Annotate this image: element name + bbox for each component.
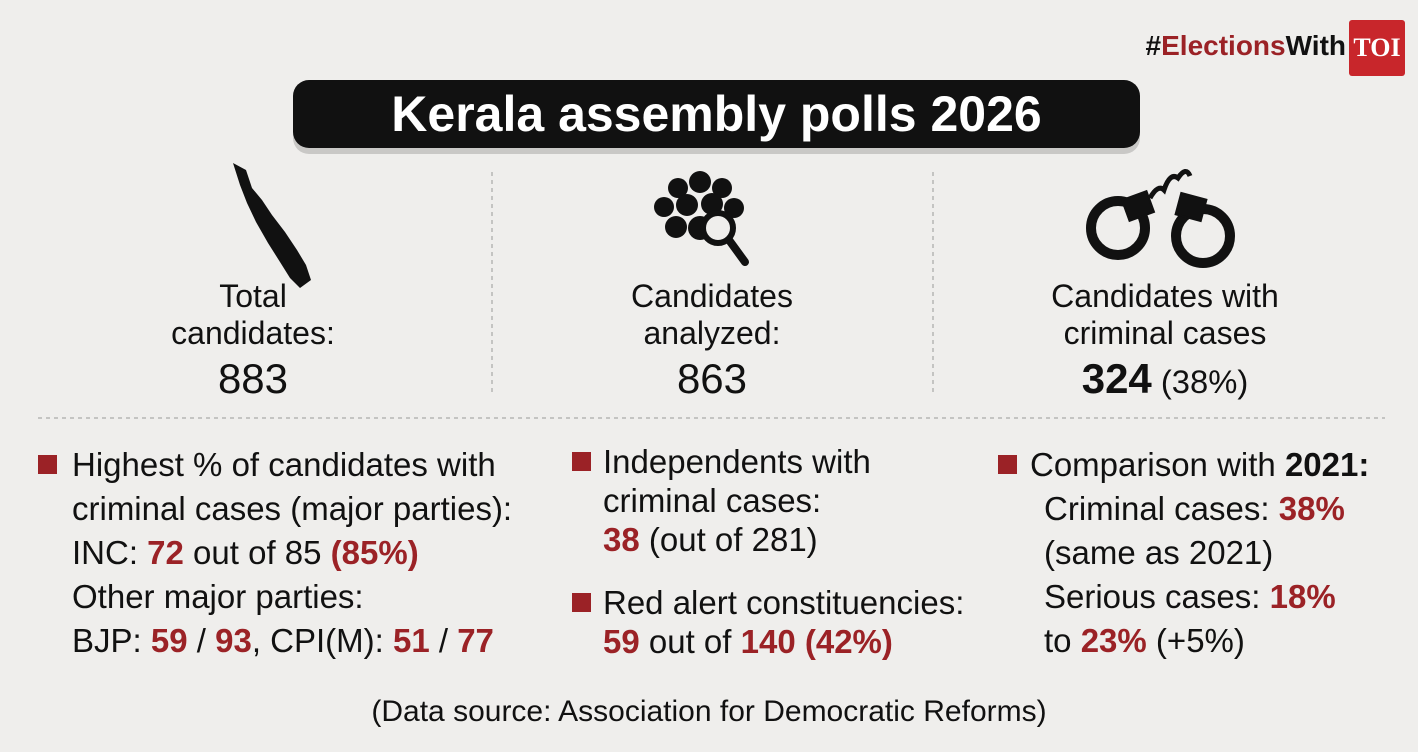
logo: TOI <box>1349 20 1405 76</box>
text-segment: # <box>1145 30 1162 61</box>
text-segment: / <box>187 622 216 659</box>
finding-line: 59 out of 140 (42%) <box>603 622 964 661</box>
text-segment: 38% <box>1278 490 1345 527</box>
text-segment: With <box>1285 30 1346 61</box>
finding-line: BJP: 59 / 93, CPI(M): 51 / 77 <box>72 619 512 663</box>
text-segment: Criminal cases: <box>1044 490 1279 527</box>
finding-line: Serious cases: 18% <box>1030 575 1369 619</box>
text-segment: 883 <box>217 355 289 402</box>
text-segment: out of 85 <box>183 534 331 571</box>
text-segment: Other major parties: <box>72 578 364 615</box>
finding: Comparison with 2021: Criminal cases: 38%… <box>1030 443 1369 663</box>
text-segment: , CPI(M): <box>251 622 393 659</box>
text-segment: 18% <box>1269 578 1336 615</box>
text-segment: Serious cases: <box>1044 578 1270 615</box>
stat-label: Candidates with <box>1051 278 1279 314</box>
text-segment: BJP: <box>72 622 151 659</box>
hashtag: #ElectionsWith <box>1146 30 1346 62</box>
finding-line: INC: 72 out of 85 (85%) <box>72 531 512 575</box>
text-segment: 2021: <box>1284 446 1370 483</box>
stat-label: criminal cases <box>1063 315 1267 351</box>
kerala-map-icon <box>233 163 311 288</box>
finding-line: criminal cases (major parties): <box>72 487 512 531</box>
text-segment: (38%) <box>1151 363 1249 400</box>
text-segment: INC: <box>72 534 148 571</box>
text-segment: (out of 281) <box>639 521 818 558</box>
finding-line: Comparison with 2021: <box>1030 443 1369 487</box>
stat-label: candidates: <box>171 315 335 351</box>
text-segment: (85%) <box>330 534 419 571</box>
text-segment: 140 (42%) <box>740 623 893 660</box>
text-segment: 324 <box>1081 355 1152 402</box>
text-segment: out of <box>639 623 741 660</box>
text-segment: 23% <box>1080 622 1147 659</box>
bullet <box>38 455 57 474</box>
text-segment: Independents with <box>603 443 871 480</box>
text-segment: (same as 2021) <box>1044 534 1274 571</box>
text-segment: Elections <box>1161 30 1286 61</box>
text-segment: / <box>429 622 458 659</box>
bullet <box>572 451 591 471</box>
finding: Highest % of candidates with criminal cas… <box>72 443 512 663</box>
stat-label: Candidates <box>631 278 793 314</box>
finding-line: Red alert constituencies: <box>603 583 964 622</box>
text-segment: Comparison with <box>1030 446 1285 483</box>
text-segment: criminal cases (major parties): <box>72 490 513 527</box>
text-segment: 59 <box>603 623 640 660</box>
finding-line: Highest % of candidates with <box>72 443 512 487</box>
stat-label: Total <box>219 278 287 314</box>
stat-value: 324 (38%) <box>955 354 1375 407</box>
text-segment: (+5%) <box>1146 622 1245 659</box>
stat: Candidates with criminal cases 324 (38%) <box>955 278 1375 407</box>
stat-value: 883 <box>43 354 463 404</box>
stat-label: analyzed: <box>643 315 781 351</box>
text-segment: 38 <box>603 521 640 558</box>
text-segment: 51 <box>392 622 430 659</box>
text-segment: 77 <box>457 622 494 659</box>
text-segment: 93 <box>215 622 252 659</box>
stat: Candidates analyzed: 863 <box>502 278 922 404</box>
text-segment: 863 <box>676 355 748 402</box>
finding-line: Other major parties: <box>72 575 512 619</box>
finding-line: criminal cases: <box>603 481 871 520</box>
handcuffs-icon <box>1086 169 1235 268</box>
stat-value: 863 <box>502 354 922 404</box>
text-segment: 59 <box>150 622 188 659</box>
text-segment: to <box>1044 622 1081 659</box>
finding-line: (same as 2021) <box>1030 531 1369 575</box>
text-segment: criminal cases: <box>603 482 822 519</box>
finding-line: to 23% (+5%) <box>1030 619 1369 663</box>
title: Kerala assembly polls 2026 <box>293 80 1140 148</box>
bullet <box>998 455 1017 474</box>
text-segment: Highest % of candidates with <box>72 446 496 483</box>
people-icon <box>654 171 749 266</box>
finding: Independents with criminal cases: 38 (out … <box>603 442 871 559</box>
text-segment: Red alert constituencies: <box>603 584 965 621</box>
finding: Red alert constituencies: 59 out of 140 (… <box>603 583 964 661</box>
finding-line: Independents with <box>603 442 871 481</box>
stat: Total candidates: 883 <box>43 278 463 404</box>
bullet <box>572 592 591 612</box>
text-segment: 72 <box>147 534 184 571</box>
finding-line: Criminal cases: 38% <box>1030 487 1369 531</box>
finding-line: 38 (out of 281) <box>603 520 871 559</box>
source: (Data source: Association for Democratic… <box>371 695 1047 728</box>
